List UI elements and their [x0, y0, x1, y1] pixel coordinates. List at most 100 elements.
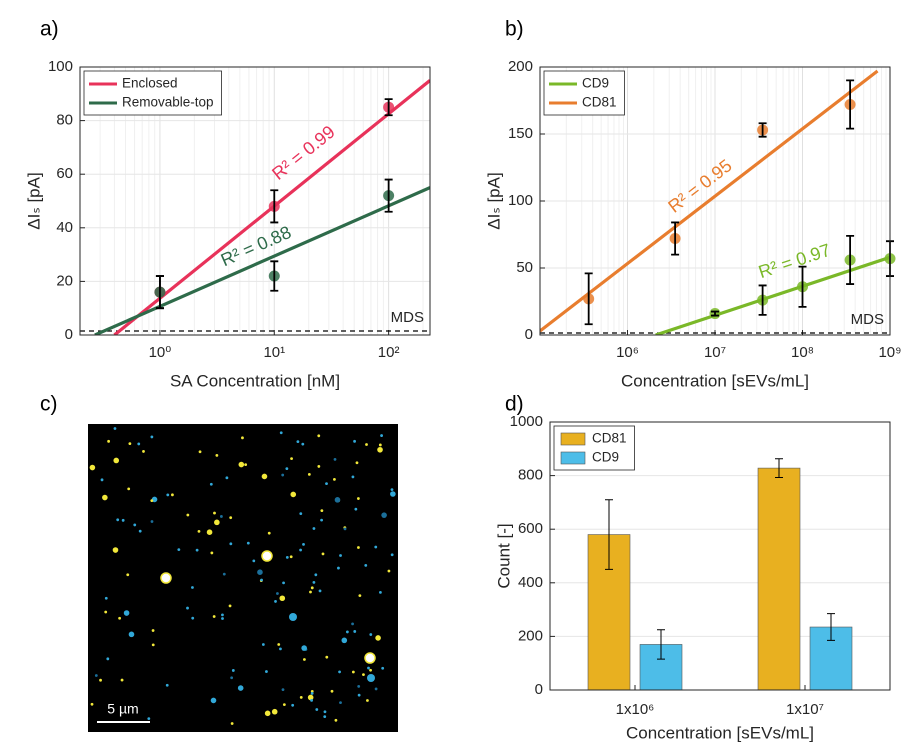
particle: [279, 595, 286, 602]
plot-frame: [79, 66, 431, 336]
particle: [381, 512, 387, 518]
panel-label: d): [505, 393, 524, 416]
particle: [261, 473, 268, 480]
particle: [310, 586, 314, 590]
panel-label: c): [40, 393, 58, 416]
particle: [285, 467, 289, 471]
particle: [177, 548, 181, 551]
particle: [219, 515, 223, 518]
particle: [244, 463, 248, 467]
legend-box: [83, 70, 222, 116]
legend-label: CD9: [592, 450, 619, 465]
particle: [246, 541, 250, 545]
particle: [310, 689, 314, 693]
particle: [321, 552, 325, 556]
particle: [198, 450, 202, 454]
y-tick-label: 600: [518, 520, 543, 537]
particle: [267, 531, 271, 535]
particle: [165, 683, 169, 687]
particle: [112, 547, 119, 553]
particle: [325, 655, 329, 659]
particle: [120, 678, 124, 682]
y-tick-label: 100: [48, 58, 73, 75]
particle: [265, 670, 268, 673]
particle: [116, 518, 120, 522]
x-tick-label: 10⁸: [791, 344, 814, 361]
error-bar: [270, 189, 279, 224]
particle: [320, 518, 323, 522]
particle: [315, 708, 319, 711]
x-tick-label: 10²: [378, 344, 400, 361]
y-tick-label: 60: [56, 165, 73, 182]
micrograph-image: [88, 424, 398, 732]
particle: [310, 698, 313, 702]
particle: [285, 555, 289, 559]
particle: [390, 553, 394, 557]
particle: [307, 472, 311, 476]
particle: [133, 523, 137, 527]
particle: [357, 693, 361, 697]
particle: [237, 685, 244, 691]
particle: [351, 622, 354, 626]
particle: [302, 543, 305, 546]
particle: [281, 473, 285, 477]
particle: [191, 616, 195, 620]
particle: [282, 703, 286, 707]
y-tick-label: 200: [508, 58, 533, 75]
particle: [289, 555, 293, 559]
particle: [186, 513, 190, 517]
particle: [365, 443, 368, 446]
panel-label: b): [505, 18, 524, 41]
panel-label: a): [40, 18, 59, 41]
particle: [333, 477, 336, 481]
particle: [90, 702, 94, 706]
particle: [257, 569, 263, 575]
particle: [128, 442, 132, 446]
particle: [150, 499, 154, 503]
particle: [151, 643, 155, 647]
particle: [310, 691, 314, 695]
particle: [351, 670, 355, 674]
particle: [381, 666, 385, 670]
error-bar: [384, 98, 393, 117]
x-tick-label: 10⁶: [616, 344, 639, 361]
fit-line: [94, 186, 430, 335]
error-bar: [846, 79, 855, 130]
particle: [138, 529, 142, 533]
particle: [160, 572, 172, 584]
error-bar: [384, 178, 393, 213]
error-bar: [711, 310, 719, 317]
y-tick-label: 0: [535, 681, 543, 698]
particle: [289, 613, 297, 621]
particle: [230, 676, 234, 680]
legend-swatch: [560, 432, 586, 446]
y-tick-label: 200: [518, 627, 543, 644]
particle: [94, 674, 98, 677]
particle: [353, 630, 357, 633]
error-bar: [657, 629, 665, 660]
particle: [367, 674, 375, 682]
particle: [260, 578, 263, 582]
particle: [296, 440, 300, 444]
error-bar: [827, 613, 835, 641]
particle: [317, 434, 321, 438]
particle: [104, 596, 108, 600]
particle: [206, 529, 213, 535]
particle: [356, 497, 360, 500]
plot-frame: [549, 421, 891, 691]
particle: [214, 519, 220, 526]
particle: [102, 494, 108, 501]
particle: [357, 546, 360, 549]
particle: [309, 590, 312, 594]
particle: [229, 516, 233, 520]
particle: [279, 647, 282, 651]
particle: [113, 457, 120, 464]
plot-frame: [539, 66, 891, 336]
particle: [377, 446, 383, 453]
particle: [390, 491, 396, 497]
fit-line: [540, 69, 879, 333]
particle: [191, 586, 194, 589]
particle: [127, 487, 131, 491]
particle: [228, 604, 232, 608]
y-tick-label: 40: [56, 219, 73, 236]
